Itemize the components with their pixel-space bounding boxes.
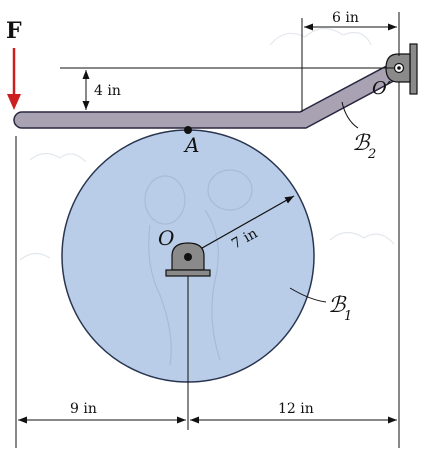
body-b2-label: ℬ [352, 131, 371, 156]
watermark-figure [144, 169, 253, 366]
dim-bottom-right-label: 12 in [278, 401, 314, 417]
dim-top-label: 6 in [332, 10, 359, 26]
b2-leader [341, 101, 359, 129]
body-b1-label: ℬ [328, 293, 347, 318]
dim-bottom-left-label: 9 in [70, 401, 97, 417]
force-arrow [7, 48, 21, 110]
bar-b2 [13, 61, 404, 129]
body-b2-subscript: 2 [367, 147, 376, 162]
pin-support-o [165, 242, 211, 277]
contact-point-a [184, 126, 192, 134]
radius-arrow [187, 195, 295, 257]
dim-vertical-label: 4 in [94, 83, 121, 99]
point-a-label: A [183, 133, 199, 157]
point-o-prime-label: O′ [372, 78, 391, 99]
body-b1-subscript: 1 [344, 309, 352, 324]
force-label: F [6, 18, 22, 44]
b1-leader [289, 287, 327, 303]
point-o-label: O [158, 226, 174, 250]
